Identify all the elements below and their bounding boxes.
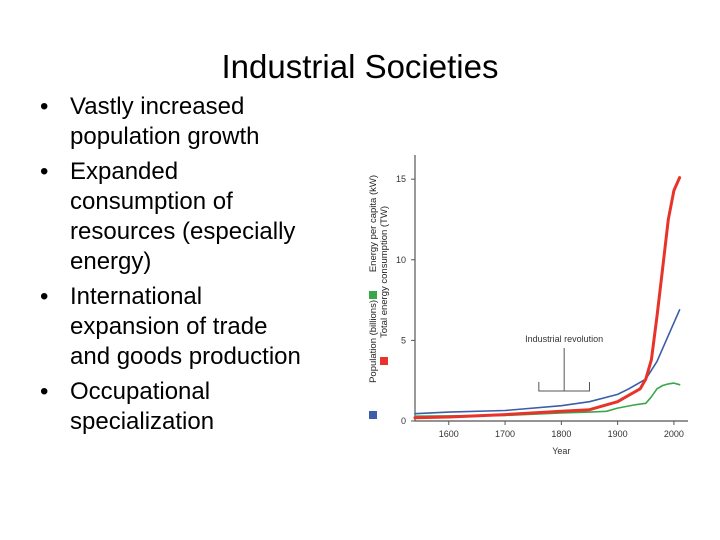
x-tick-label: 1600 [439, 429, 459, 439]
x-tick-label: 1800 [551, 429, 571, 439]
bullet-item: • Vastly increased population growth [40, 92, 360, 152]
y-axis-label: Total energy consumption (TW) [379, 206, 390, 338]
bullet-line: Vastly increased [70, 93, 245, 120]
chart-svg: 0 5 10 15 1600 1700 1800 1900 2000 Year Energy per… [368, 155, 688, 456]
bullet-line: and goods production [70, 343, 301, 370]
annotation-label: Industrial revolution [525, 334, 603, 344]
bullet-line: International [70, 283, 203, 310]
bullet-line: resources (especially [70, 218, 296, 245]
series-line [414, 382, 681, 417]
y-axis-label-group: Total energy consumption (TW) [379, 206, 390, 365]
bullet-line: expansion of trade [70, 313, 268, 340]
bullet-marker: • [40, 378, 49, 405]
bullet-line: population growth [70, 123, 260, 150]
bullet-line: consumption of [70, 188, 233, 215]
legend-swatch [380, 357, 388, 365]
y-axis-label-group: Population (billions) [368, 300, 379, 419]
bullet-item: • Occupational specialization [40, 377, 360, 437]
y-tick-label: 15 [396, 174, 406, 184]
series-line [414, 309, 681, 415]
y-axis-label: Population (billions) [368, 300, 379, 383]
y-tick-label: 5 [401, 335, 406, 345]
bullet-line: specialization [70, 408, 215, 435]
x-tick-label: 1900 [608, 429, 628, 439]
bullet-line: energy) [70, 248, 152, 275]
energy-population-chart: 0 5 10 15 1600 1700 1800 1900 2000 Year Energy per… [355, 150, 700, 465]
x-tick-label: 2000 [664, 429, 684, 439]
bullet-item: • International expansion of trade and g… [40, 282, 360, 372]
y-tick-label: 10 [396, 255, 406, 265]
legend-swatch [369, 411, 377, 419]
y-axis-label-group: Energy per capita (kW) [368, 175, 379, 299]
bullet-marker: • [40, 283, 49, 310]
x-axis-label: Year [552, 446, 570, 456]
series-line [413, 176, 682, 420]
y-tick-label: 0 [401, 416, 406, 426]
x-tick-label: 1700 [495, 429, 515, 439]
bullet-line: Expanded [70, 158, 179, 185]
legend-swatch [369, 291, 377, 299]
bullet-marker: • [40, 93, 49, 120]
bullet-list: • Vastly increased population growth • E… [40, 92, 360, 442]
y-axis-label: Energy per capita (kW) [368, 175, 379, 272]
slide-title: Industrial Societies [221, 48, 499, 85]
bullet-line: Occupational [70, 378, 211, 405]
bullet-marker: • [40, 158, 49, 185]
bullet-item: • Expanded consumption of resources (esp… [40, 157, 360, 277]
